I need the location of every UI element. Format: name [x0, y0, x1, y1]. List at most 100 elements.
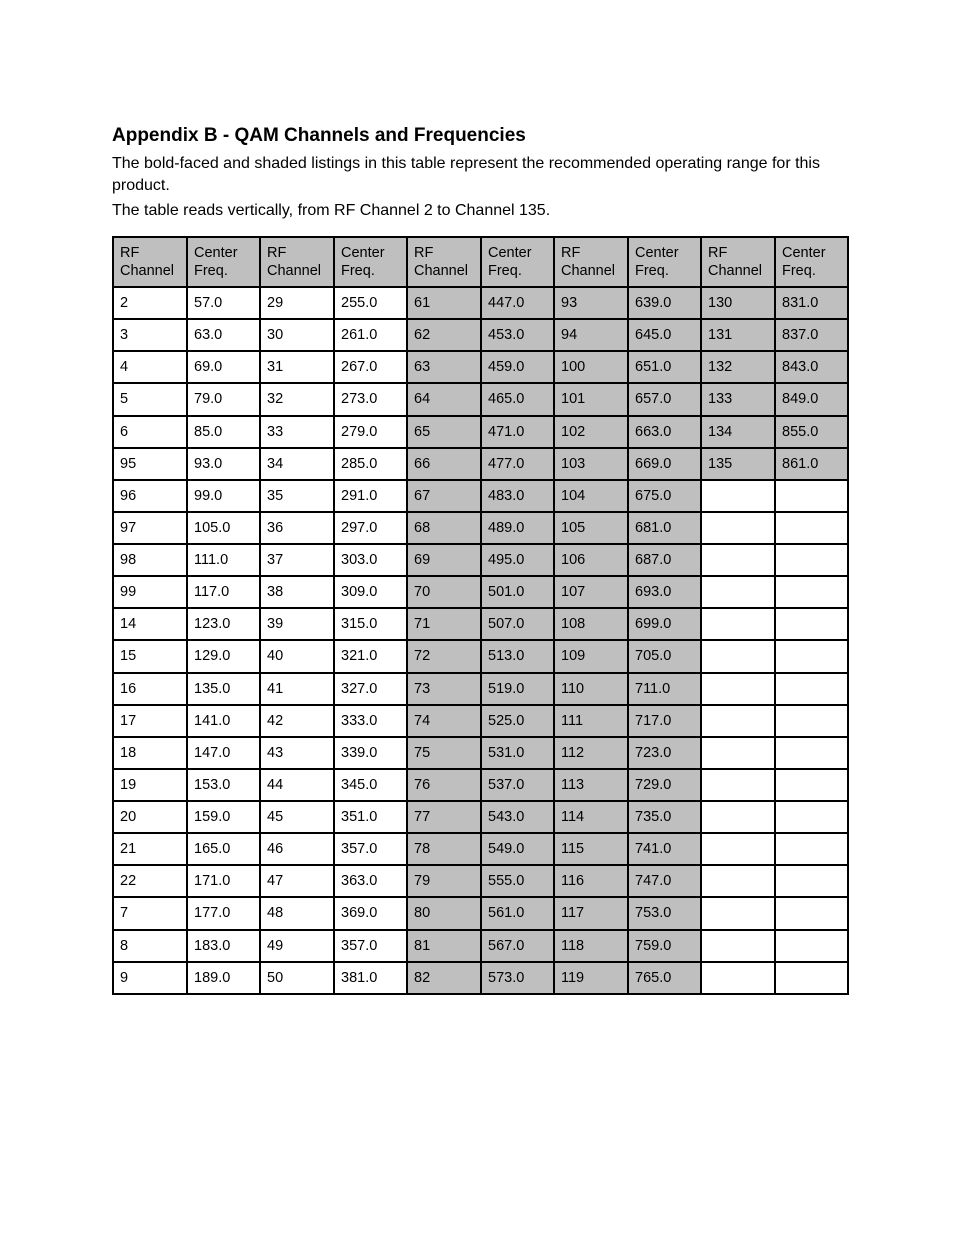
cell-freq: 123.0 [187, 608, 260, 640]
table-row: 9593.034285.066477.0103669.0135861.0 [113, 448, 848, 480]
cell-channel: 93 [554, 287, 628, 319]
cell-channel: 5 [113, 383, 187, 415]
cell-freq: 297.0 [334, 512, 407, 544]
intro-paragraph: The bold-faced and shaded listings in th… [112, 153, 842, 196]
cell-channel: 81 [407, 930, 481, 962]
cell-freq: 495.0 [481, 544, 554, 576]
table-row: 16135.041327.073519.0110711.0 [113, 673, 848, 705]
column-header-channel: RF Channel [701, 237, 775, 287]
document-page: Appendix B - QAM Channels and Frequencie… [0, 0, 954, 1235]
cell-channel: 100 [554, 351, 628, 383]
cell-channel: 103 [554, 448, 628, 480]
cell-freq: 321.0 [334, 640, 407, 672]
cell-freq: 717.0 [628, 705, 701, 737]
cell-channel: 48 [260, 897, 334, 929]
cell-freq [775, 897, 848, 929]
cell-channel: 50 [260, 962, 334, 994]
cell-channel: 45 [260, 801, 334, 833]
cell-channel: 16 [113, 673, 187, 705]
cell-freq: 147.0 [187, 737, 260, 769]
cell-freq: 333.0 [334, 705, 407, 737]
cell-channel: 134 [701, 416, 775, 448]
cell-channel: 133 [701, 383, 775, 415]
cell-freq: 675.0 [628, 480, 701, 512]
cell-freq: 309.0 [334, 576, 407, 608]
cell-freq: 645.0 [628, 319, 701, 351]
cell-freq [775, 737, 848, 769]
cell-freq: 357.0 [334, 833, 407, 865]
cell-channel: 14 [113, 608, 187, 640]
cell-channel: 94 [554, 319, 628, 351]
table-body: 257.029255.061447.093639.0130831.0363.03… [113, 287, 848, 994]
cell-freq: 537.0 [481, 769, 554, 801]
table-row: 21165.046357.078549.0115741.0 [113, 833, 848, 865]
cell-channel: 72 [407, 640, 481, 672]
cell-channel [701, 865, 775, 897]
cell-freq: 303.0 [334, 544, 407, 576]
cell-channel: 41 [260, 673, 334, 705]
cell-freq: 729.0 [628, 769, 701, 801]
cell-channel: 29 [260, 287, 334, 319]
cell-channel: 95 [113, 448, 187, 480]
cell-channel: 63 [407, 351, 481, 383]
cell-channel: 22 [113, 865, 187, 897]
table-row: 19153.044345.076537.0113729.0 [113, 769, 848, 801]
cell-channel: 107 [554, 576, 628, 608]
cell-freq: 177.0 [187, 897, 260, 929]
cell-channel: 20 [113, 801, 187, 833]
cell-freq [775, 673, 848, 705]
cell-channel: 115 [554, 833, 628, 865]
cell-freq: 117.0 [187, 576, 260, 608]
cell-freq: 171.0 [187, 865, 260, 897]
cell-channel [701, 512, 775, 544]
cell-channel: 38 [260, 576, 334, 608]
cell-channel: 33 [260, 416, 334, 448]
cell-freq: 561.0 [481, 897, 554, 929]
cell-freq: 543.0 [481, 801, 554, 833]
cell-channel: 73 [407, 673, 481, 705]
cell-freq: 57.0 [187, 287, 260, 319]
cell-freq: 483.0 [481, 480, 554, 512]
cell-freq: 345.0 [334, 769, 407, 801]
cell-channel: 131 [701, 319, 775, 351]
table-row: 99117.038309.070501.0107693.0 [113, 576, 848, 608]
cell-freq [775, 962, 848, 994]
column-header-freq: Center Freq. [334, 237, 407, 287]
cell-freq: 741.0 [628, 833, 701, 865]
cell-channel: 6 [113, 416, 187, 448]
cell-channel: 8 [113, 930, 187, 962]
cell-channel: 30 [260, 319, 334, 351]
cell-channel: 69 [407, 544, 481, 576]
cell-channel: 19 [113, 769, 187, 801]
cell-channel: 135 [701, 448, 775, 480]
subintro-paragraph: The table reads vertically, from RF Chan… [112, 200, 842, 222]
cell-channel [701, 801, 775, 833]
cell-freq: 831.0 [775, 287, 848, 319]
cell-channel: 116 [554, 865, 628, 897]
cell-channel: 77 [407, 801, 481, 833]
cell-freq: 183.0 [187, 930, 260, 962]
cell-channel: 132 [701, 351, 775, 383]
cell-channel: 79 [407, 865, 481, 897]
cell-channel: 99 [113, 576, 187, 608]
table-header: RF ChannelCenter Freq.RF ChannelCenter F… [113, 237, 848, 287]
table-row: 257.029255.061447.093639.0130831.0 [113, 287, 848, 319]
table-row: 98111.037303.069495.0106687.0 [113, 544, 848, 576]
cell-channel: 46 [260, 833, 334, 865]
cell-freq: 105.0 [187, 512, 260, 544]
cell-freq: 85.0 [187, 416, 260, 448]
cell-freq: 693.0 [628, 576, 701, 608]
table-row: 9699.035291.067483.0104675.0 [113, 480, 848, 512]
cell-channel [701, 769, 775, 801]
cell-freq: 855.0 [775, 416, 848, 448]
cell-channel: 17 [113, 705, 187, 737]
cell-freq: 129.0 [187, 640, 260, 672]
table-row: 7177.048369.080561.0117753.0 [113, 897, 848, 929]
cell-freq: 519.0 [481, 673, 554, 705]
table-row: 9189.050381.082573.0119765.0 [113, 962, 848, 994]
qam-frequency-table: RF ChannelCenter Freq.RF ChannelCenter F… [112, 236, 849, 995]
cell-freq: 657.0 [628, 383, 701, 415]
cell-channel: 44 [260, 769, 334, 801]
cell-channel: 37 [260, 544, 334, 576]
cell-channel: 76 [407, 769, 481, 801]
